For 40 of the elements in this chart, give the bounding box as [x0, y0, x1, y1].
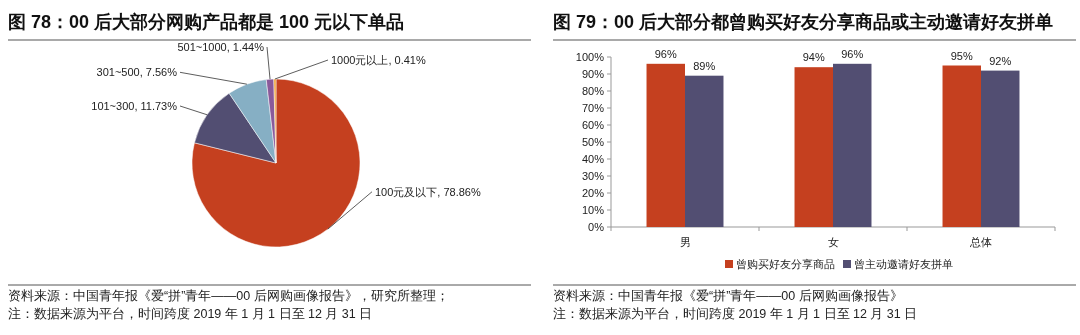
data-label: 96% — [841, 47, 864, 60]
y-tick-label: 90% — [581, 68, 605, 80]
y-tick-label: 30% — [581, 170, 605, 182]
x-tick-label: 总体 — [969, 236, 992, 248]
slice-label: 301~500, 7.56% — [96, 66, 178, 79]
y-tick-label: 10% — [581, 204, 605, 216]
y-tick-label: 40% — [581, 153, 605, 165]
slice-label: 100元及以下, 78.86% — [375, 185, 481, 198]
y-tick-label: 100% — [575, 51, 605, 63]
slice-label: 101~300, 11.73% — [91, 99, 178, 112]
text: 资料来源：中国青年报《爱“拼”青年——00 后网购画像报告》，研究所整理； — [8, 289, 449, 303]
text: 注：数据来源为平台，时间跨度 2019 年 1 月 1 日至 12 月 31 日 — [8, 306, 373, 321]
bar — [942, 65, 981, 227]
data-label: 92% — [989, 54, 1012, 67]
legend-label: 曾主动邀请好友拼单 — [854, 258, 953, 270]
bar — [646, 63, 685, 227]
data-label: 94% — [802, 51, 825, 64]
slice-label: 1000元以上, 0.41% — [331, 54, 426, 66]
bar — [685, 75, 724, 227]
text: 资料来源：中国青年报《爱“拼”青年——00 后网购画像报告》 — [553, 289, 903, 303]
text: 注：数据来源为平台，时间跨度 2019 年 1 月 1 日至 12 月 31 日 — [553, 306, 918, 321]
y-tick-label: 80% — [581, 85, 605, 97]
data-label: 89% — [693, 59, 716, 72]
bar — [981, 70, 1020, 227]
pie-slice — [191, 78, 361, 248]
y-tick-label: 50% — [581, 136, 605, 148]
bar — [833, 63, 872, 227]
chart-title: 图 78：00 后大部分网购产品都是 100 元以下单品 — [8, 12, 405, 32]
y-tick-label: 60% — [581, 119, 605, 131]
slice-label: 501~1000, 1.44% — [177, 41, 265, 53]
x-tick-label: 女 — [827, 236, 839, 248]
bar — [794, 67, 833, 227]
x-tick-label: 男 — [679, 236, 691, 248]
y-tick-label: 70% — [581, 102, 605, 114]
legend-label: 曾购买好友分享商品 — [736, 258, 835, 270]
data-label: 96% — [654, 47, 677, 60]
y-tick-label: 20% — [581, 187, 605, 199]
y-tick-label: 0% — [588, 221, 605, 233]
chart-title: 图 79：00 后大部分都曾购买好友分享商品或主动邀请好友拼单 — [553, 12, 1054, 32]
data-label: 95% — [950, 49, 973, 62]
